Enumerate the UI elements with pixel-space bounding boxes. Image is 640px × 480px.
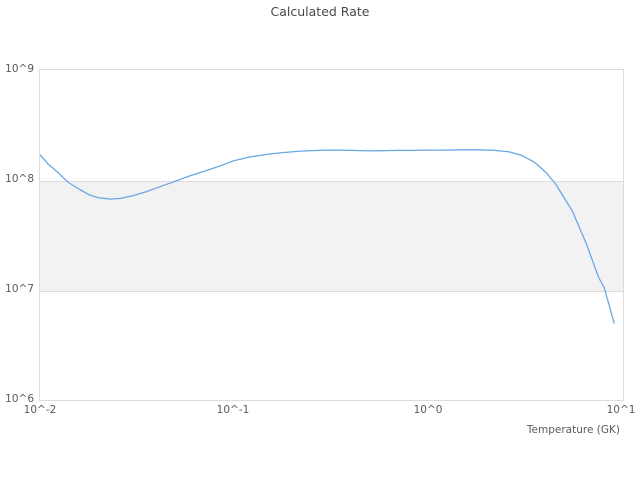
y-tick-1e7: 10^7 (5, 283, 34, 295)
gridline-1e8 (40, 181, 623, 182)
decade-shaded-band (40, 181, 623, 291)
x-tick-1e1: 10^1 (606, 404, 636, 416)
x-tick-1e-2: 10^-2 (23, 404, 57, 416)
y-tick-1e8: 10^8 (5, 173, 34, 185)
x-tick-1e0: 10^0 (413, 404, 443, 416)
x-axis-label: Temperature (GK) (526, 424, 620, 436)
rate-line-svg (40, 149, 615, 324)
plot-area (39, 69, 624, 401)
y-tick-1e6: 10^6 (5, 393, 34, 405)
chart-title: Calculated Rate (270, 4, 370, 19)
gridline-1e7 (40, 291, 623, 292)
y-tick-1e9: 10^9 (5, 63, 34, 75)
x-tick-1e-1: 10^-1 (216, 404, 250, 416)
